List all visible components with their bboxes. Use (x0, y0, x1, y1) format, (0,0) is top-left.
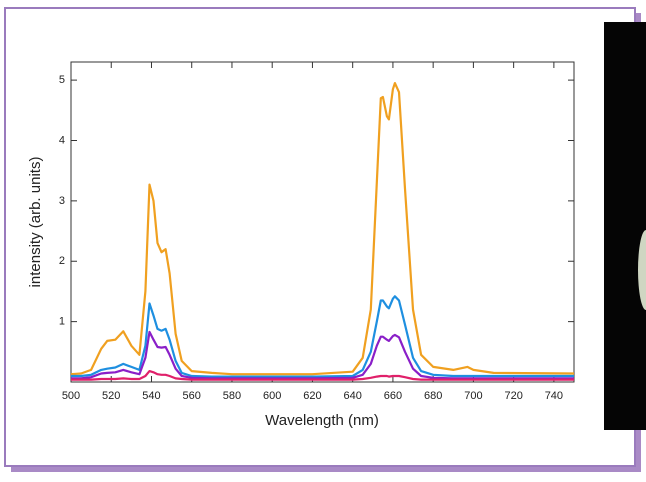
x-tick-label: 580 (223, 390, 241, 402)
x-tick-label: 560 (183, 390, 201, 402)
photo-object (638, 230, 646, 310)
y-axis-label: intensity (arb. units) (27, 157, 44, 288)
series-line (71, 370, 574, 381)
x-tick-label: 500 (62, 390, 80, 402)
x-tick-label: 720 (504, 390, 522, 402)
series-line (71, 295, 574, 378)
x-tick-label: 600 (263, 390, 281, 402)
x-tick-label: 540 (142, 390, 160, 402)
y-tick-label: 1 (59, 316, 65, 328)
y-tick-label: 3 (59, 195, 65, 207)
x-tick-label: 700 (464, 390, 482, 402)
y-tick-label: 2 (59, 255, 65, 267)
frame (4, 7, 636, 467)
y-tick-label: 5 (59, 74, 65, 86)
x-tick-label: 640 (344, 390, 362, 402)
x-tick-label: 740 (545, 390, 563, 402)
x-axis-label: Wavelength (nm) (265, 412, 379, 429)
plot-frame (70, 61, 575, 383)
x-tick-label: 520 (102, 390, 120, 402)
x-tick-label: 620 (303, 390, 321, 402)
series-line (71, 330, 574, 380)
series-line (70, 82, 575, 376)
x-tick-label: 660 (384, 390, 402, 402)
x-tick-label: 680 (424, 390, 442, 402)
photo (604, 22, 646, 430)
y-tick-label: 4 (59, 134, 65, 146)
